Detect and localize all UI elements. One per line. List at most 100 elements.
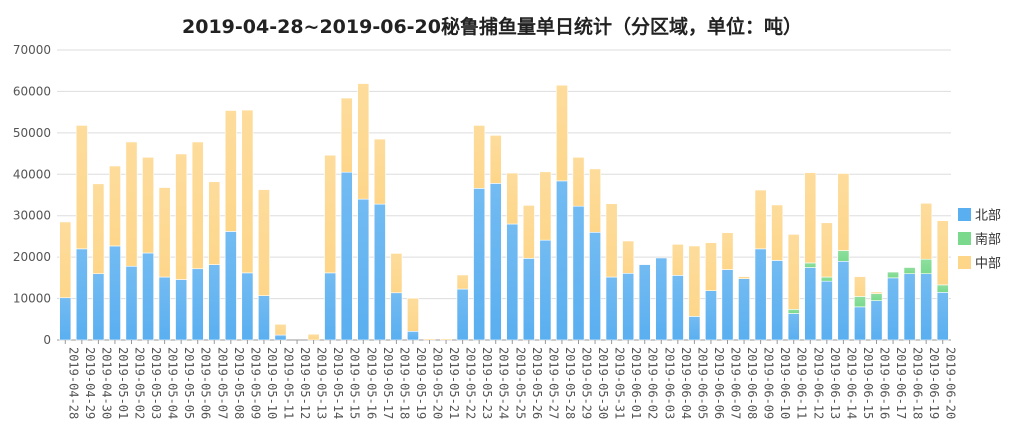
bar-南部-2019-06-19[interactable] <box>920 258 933 275</box>
bar-中部-2019-06-11[interactable] <box>787 234 800 310</box>
bar-中部-2019-05-17[interactable] <box>373 138 386 205</box>
bar-北部-2019-05-01[interactable] <box>109 245 121 341</box>
bar-中部-2019-06-01[interactable] <box>622 240 635 274</box>
bar-北部-2019-05-15[interactable] <box>340 171 353 341</box>
bar-北部-2019-05-25[interactable] <box>506 223 519 341</box>
bar-中部-2019-05-05[interactable] <box>175 153 188 280</box>
bar-中部-2019-04-28[interactable] <box>59 221 72 299</box>
bar-中部-2019-05-10[interactable] <box>258 189 270 296</box>
bar-北部-2019-06-13[interactable] <box>820 280 833 341</box>
bar-中部-2019-05-02[interactable] <box>125 141 138 267</box>
bar-北部-2019-05-02[interactable] <box>125 265 138 341</box>
bar-北部-2019-04-28[interactable] <box>59 297 72 341</box>
bar-北部-2019-05-03[interactable] <box>142 252 154 341</box>
bar-中部-2019-05-01[interactable] <box>109 165 121 247</box>
bar-中部-2019-05-06[interactable] <box>191 141 204 270</box>
bar-北部-2019-06-12[interactable] <box>804 267 817 341</box>
bar-中部-2019-05-23[interactable] <box>473 125 486 189</box>
legend-label[interactable]: 南部 <box>975 232 1001 248</box>
bar-北部-2019-06-09[interactable] <box>754 248 767 341</box>
bar-北部-2019-05-31[interactable] <box>605 276 618 341</box>
bar-中部-2019-06-13[interactable] <box>820 222 833 278</box>
bar-北部-2019-06-08[interactable] <box>738 278 750 341</box>
bar-中部-2019-06-09[interactable] <box>754 189 767 250</box>
bar-北部-2019-05-17[interactable] <box>373 203 386 341</box>
bar-中部-2019-05-09[interactable] <box>241 109 254 274</box>
bar-北部-2019-05-11[interactable] <box>274 334 287 341</box>
bar-北部-2019-05-14[interactable] <box>324 272 337 341</box>
bar-中部-2019-05-13[interactable] <box>307 333 320 341</box>
bar-北部-2019-05-09[interactable] <box>241 272 254 341</box>
bar-北部-2019-06-14[interactable] <box>837 260 850 341</box>
bar-中部-2019-05-11[interactable] <box>274 323 287 336</box>
bar-中部-2019-05-24[interactable] <box>489 135 502 184</box>
bar-中部-2019-06-19[interactable] <box>920 202 933 260</box>
bar-中部-2019-06-20[interactable] <box>936 220 949 286</box>
bar-中部-2019-06-10[interactable] <box>771 204 784 261</box>
bar-北部-2019-06-04[interactable] <box>671 275 684 341</box>
bar-中部-2019-05-21[interactable] <box>440 338 452 341</box>
bar-中部-2019-05-20[interactable] <box>423 338 436 341</box>
bar-中部-2019-05-16[interactable] <box>357 83 370 200</box>
bar-中部-2019-05-25[interactable] <box>506 172 519 225</box>
bar-中部-2019-06-06[interactable] <box>705 242 717 292</box>
bar-南部-2019-06-17[interactable] <box>887 271 899 279</box>
bar-北部-2019-06-06[interactable] <box>705 290 717 341</box>
bar-北部-2019-06-16[interactable] <box>870 300 883 341</box>
bar-北部-2019-05-24[interactable] <box>489 183 502 341</box>
bar-中部-2019-05-04[interactable] <box>158 187 171 278</box>
bar-中部-2019-05-18[interactable] <box>390 253 403 294</box>
bar-中部-2019-06-14[interactable] <box>837 173 850 251</box>
bar-北部-2019-04-30[interactable] <box>92 273 105 341</box>
bar-北部-2019-05-29[interactable] <box>572 205 585 341</box>
bar-北部-2019-06-11[interactable] <box>787 313 800 341</box>
bar-北部-2019-06-03[interactable] <box>655 257 668 341</box>
bar-北部-2019-05-26[interactable] <box>522 258 535 341</box>
bar-北部-2019-05-22[interactable] <box>456 288 469 341</box>
bar-中部-2019-05-28[interactable] <box>556 84 568 182</box>
bar-南部-2019-06-18[interactable] <box>903 267 916 275</box>
bar-中部-2019-05-22[interactable] <box>456 274 469 290</box>
bar-北部-2019-05-23[interactable] <box>473 188 486 341</box>
bar-北部-2019-05-28[interactable] <box>556 180 568 341</box>
bar-中部-2019-05-26[interactable] <box>522 205 535 259</box>
bar-北部-2019-05-16[interactable] <box>357 198 370 341</box>
bar-中部-2019-05-31[interactable] <box>605 203 618 278</box>
bar-北部-2019-06-20[interactable] <box>936 292 949 341</box>
bar-北部-2019-05-04[interactable] <box>158 276 171 341</box>
bar-中部-2019-06-16[interactable] <box>870 291 883 294</box>
bar-中部-2019-06-07[interactable] <box>721 232 734 270</box>
bar-北部-2019-05-27[interactable] <box>539 239 552 341</box>
bar-北部-2019-05-05[interactable] <box>175 279 188 341</box>
bar-中部-2019-04-29[interactable] <box>75 125 88 250</box>
bar-北部-2019-06-15[interactable] <box>854 306 866 341</box>
legend-label[interactable]: 中部 <box>975 257 1001 272</box>
bar-中部-2019-05-29[interactable] <box>572 157 585 207</box>
bar-中部-2019-05-03[interactable] <box>142 157 154 254</box>
bar-中部-2019-05-15[interactable] <box>340 97 353 173</box>
bar-中部-2019-06-12[interactable] <box>804 172 817 264</box>
bar-南部-2019-06-16[interactable] <box>870 293 883 301</box>
bar-中部-2019-06-04[interactable] <box>671 244 684 276</box>
bar-北部-2019-05-06[interactable] <box>191 268 204 341</box>
bar-北部-2019-06-10[interactable] <box>771 260 784 341</box>
bar-北部-2019-06-17[interactable] <box>887 277 899 341</box>
bar-中部-2019-06-15[interactable] <box>854 276 866 297</box>
bar-北部-2019-05-30[interactable] <box>589 231 601 341</box>
bar-南部-2019-06-15[interactable] <box>854 296 866 308</box>
bar-北部-2019-06-19[interactable] <box>920 273 933 341</box>
bar-北部-2019-06-02[interactable] <box>638 264 651 341</box>
bar-南部-2019-06-11[interactable] <box>787 309 800 314</box>
bar-中部-2019-06-05[interactable] <box>688 245 701 317</box>
bar-北部-2019-06-01[interactable] <box>622 272 635 341</box>
bar-中部-2019-05-07[interactable] <box>208 181 221 265</box>
bar-中部-2019-06-08[interactable] <box>738 276 750 279</box>
bar-北部-2019-05-10[interactable] <box>258 295 270 341</box>
bar-北部-2019-06-18[interactable] <box>903 273 916 341</box>
bar-北部-2019-06-07[interactable] <box>721 269 734 341</box>
bar-南部-2019-06-13[interactable] <box>820 276 833 282</box>
bar-南部-2019-06-20[interactable] <box>936 284 949 293</box>
bar-南部-2019-06-14[interactable] <box>837 250 850 262</box>
legend-label[interactable]: 北部 <box>975 209 1001 224</box>
bar-中部-2019-05-30[interactable] <box>589 168 601 233</box>
